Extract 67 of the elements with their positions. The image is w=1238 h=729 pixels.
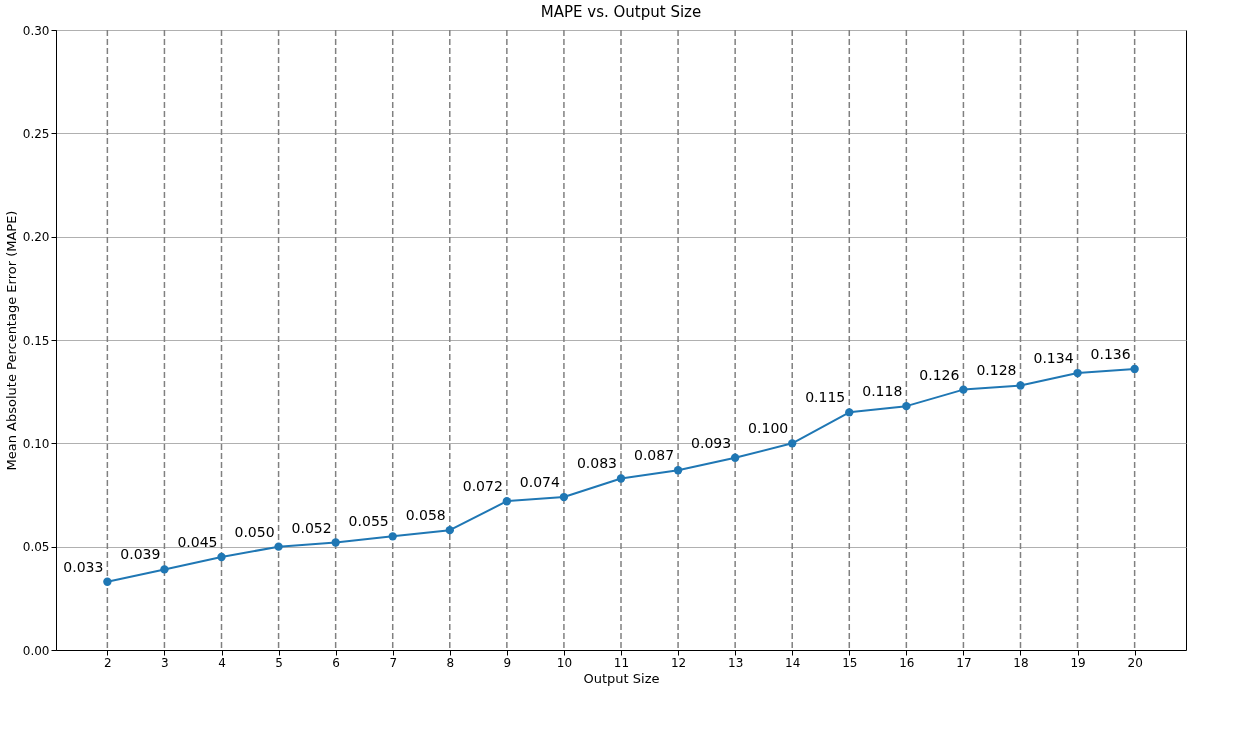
data-label: 0.083 bbox=[576, 455, 617, 472]
y-tick-label: 0.10 bbox=[22, 436, 50, 451]
y-tick-label: 0.20 bbox=[22, 230, 50, 245]
x-tick-label: 9 bbox=[503, 655, 512, 670]
point bbox=[274, 542, 283, 551]
data-label: 0.050 bbox=[234, 523, 275, 540]
y-tick-label: 0.05 bbox=[22, 540, 50, 555]
y-axis-title: Mean Absolute Percentage Error (MAPE) bbox=[3, 210, 19, 471]
y-tick-label: 0.15 bbox=[22, 333, 50, 348]
x-tick-label: 7 bbox=[389, 655, 398, 670]
point bbox=[331, 538, 340, 547]
data-label: 0.128 bbox=[976, 362, 1017, 379]
point bbox=[1016, 381, 1025, 390]
x-tick-label: 11 bbox=[613, 655, 630, 670]
data-label: 0.033 bbox=[63, 558, 104, 575]
data-label: 0.093 bbox=[691, 434, 732, 451]
data-label: 0.118 bbox=[862, 383, 903, 400]
data-label: 0.055 bbox=[348, 513, 389, 530]
point bbox=[502, 497, 512, 506]
point bbox=[730, 453, 740, 462]
point bbox=[103, 577, 112, 586]
x-tick-label: 13 bbox=[728, 655, 744, 670]
y-tick-label: 0.30 bbox=[22, 23, 50, 38]
point bbox=[1130, 364, 1139, 374]
y-tick-label: 0.25 bbox=[22, 126, 50, 141]
x-tick-label: 5 bbox=[275, 655, 283, 670]
point bbox=[902, 401, 911, 411]
point bbox=[673, 466, 683, 475]
point bbox=[845, 408, 854, 417]
data-label: 0.087 bbox=[633, 447, 675, 464]
point bbox=[388, 532, 397, 541]
x-tick-label: 15 bbox=[842, 655, 858, 670]
point bbox=[959, 385, 968, 394]
y-tick-label: 0.00 bbox=[22, 643, 50, 658]
data-label: 0.058 bbox=[405, 507, 446, 524]
x-tick-label: 14 bbox=[785, 655, 801, 670]
x-tick-label: 3 bbox=[161, 655, 169, 670]
x-tick-label: 20 bbox=[1127, 655, 1143, 670]
data-label: 0.052 bbox=[291, 519, 332, 536]
point bbox=[1073, 368, 1082, 378]
data-label: 0.126 bbox=[919, 366, 960, 383]
data-label: 0.045 bbox=[177, 534, 218, 550]
point bbox=[217, 552, 226, 562]
x-tick-label: 2 bbox=[104, 655, 112, 670]
data-label: 0.136 bbox=[1090, 345, 1131, 362]
data-label: 0.134 bbox=[1033, 350, 1074, 367]
data-label: 0.115 bbox=[805, 389, 846, 406]
data-label: 0.074 bbox=[519, 474, 561, 491]
x-tick-label: 16 bbox=[899, 655, 915, 670]
x-tick-label: 18 bbox=[1013, 655, 1029, 670]
x-tick-label: 17 bbox=[956, 655, 972, 670]
point bbox=[160, 565, 169, 574]
x-tick-label: 8 bbox=[446, 655, 455, 670]
x-tick-label: 19 bbox=[1070, 655, 1086, 670]
x-tick-label: 10 bbox=[556, 655, 573, 670]
x-tick-label: 12 bbox=[670, 655, 687, 670]
x-tick-label: 4 bbox=[218, 655, 226, 670]
point bbox=[788, 439, 797, 448]
data-label: 0.100 bbox=[748, 420, 789, 437]
data-label: 0.072 bbox=[462, 478, 503, 495]
point bbox=[559, 492, 569, 502]
x-tick-label: 6 bbox=[332, 655, 340, 670]
point bbox=[616, 474, 626, 483]
chart-title: MAPE vs. Output Size bbox=[540, 3, 702, 21]
data-label: 0.039 bbox=[120, 546, 161, 563]
point bbox=[445, 525, 454, 535]
x-axis-title: Output Size bbox=[583, 670, 660, 686]
